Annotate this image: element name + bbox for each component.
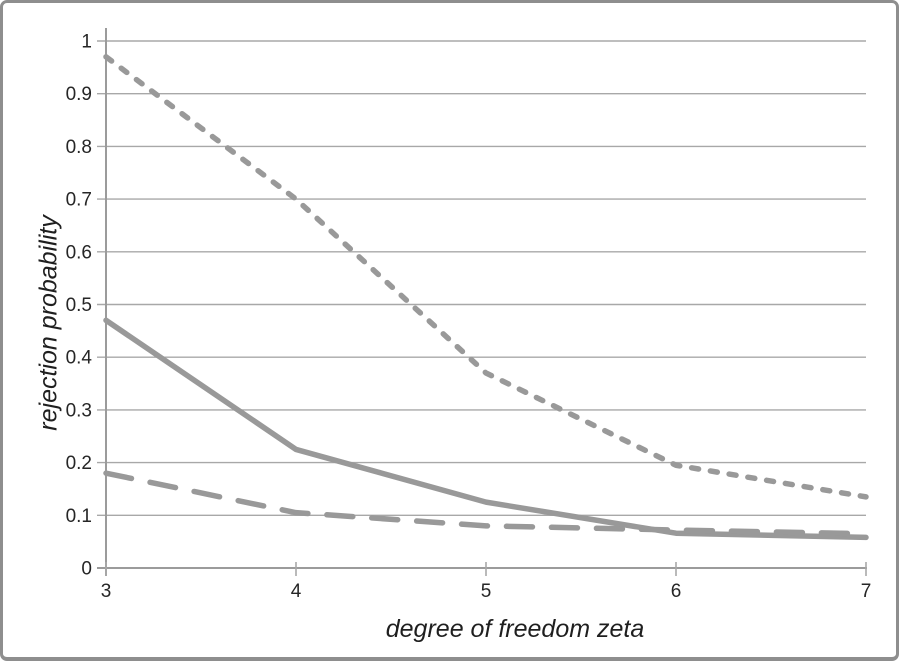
y-tick-label: 0.9 [66, 84, 92, 105]
x-tick-label: 5 [481, 581, 492, 602]
y-tick-label: 0.7 [66, 190, 92, 211]
series-line-solid [103, 317, 869, 541]
series-line-short-dash [103, 54, 869, 500]
y-tick-label: 0.8 [66, 137, 92, 158]
y-tick-label: 0.5 [66, 295, 92, 316]
x-tick-label: 6 [671, 581, 682, 602]
y-tick-label: 0.4 [66, 348, 93, 369]
y-tick-label: 0.3 [66, 400, 92, 421]
y-tick-label: 0.2 [66, 453, 92, 474]
y-tick-label: 0.6 [66, 242, 92, 263]
y-tick-label: 1 [81, 32, 92, 53]
x-tick-label: 3 [101, 581, 112, 602]
y-tick-label: 0.1 [66, 506, 92, 527]
series-line-long-dash [103, 470, 869, 537]
line-chart: 0 0.1 0.2 0.3 0.4 0.5 0.6 0.7 0.8 0.9 1 3 4 5 6 7 [66, 28, 872, 602]
x-axis-title: degree of freedom zeta [385, 615, 645, 643]
y-tick-label: 0 [81, 559, 92, 580]
x-tick-label: 4 [291, 581, 302, 602]
y-axis-title: rejection probability [34, 215, 63, 431]
x-tick-label: 7 [861, 581, 872, 602]
